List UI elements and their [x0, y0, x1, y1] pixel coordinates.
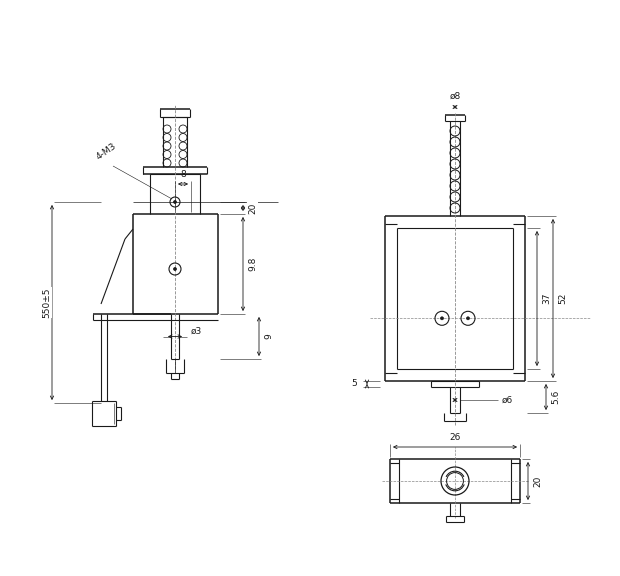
Circle shape [440, 317, 443, 320]
Text: 9.8: 9.8 [248, 257, 257, 271]
Text: 550±5: 550±5 [43, 287, 51, 318]
Text: ø3: ø3 [191, 327, 202, 336]
Text: 37: 37 [542, 293, 551, 304]
Text: 20: 20 [533, 475, 542, 487]
Text: 8: 8 [180, 170, 186, 179]
Circle shape [174, 267, 177, 271]
Circle shape [174, 200, 177, 203]
Text: 9: 9 [264, 334, 273, 339]
Text: 26: 26 [450, 433, 461, 442]
Circle shape [466, 317, 469, 320]
Text: 5: 5 [352, 380, 357, 388]
Text: 5.6: 5.6 [551, 390, 560, 404]
Text: 4-M3: 4-M3 [95, 142, 118, 162]
Text: ø6: ø6 [502, 396, 513, 404]
Text: ø8: ø8 [450, 92, 461, 101]
Text: 20: 20 [248, 202, 257, 214]
Text: 52: 52 [558, 293, 567, 304]
